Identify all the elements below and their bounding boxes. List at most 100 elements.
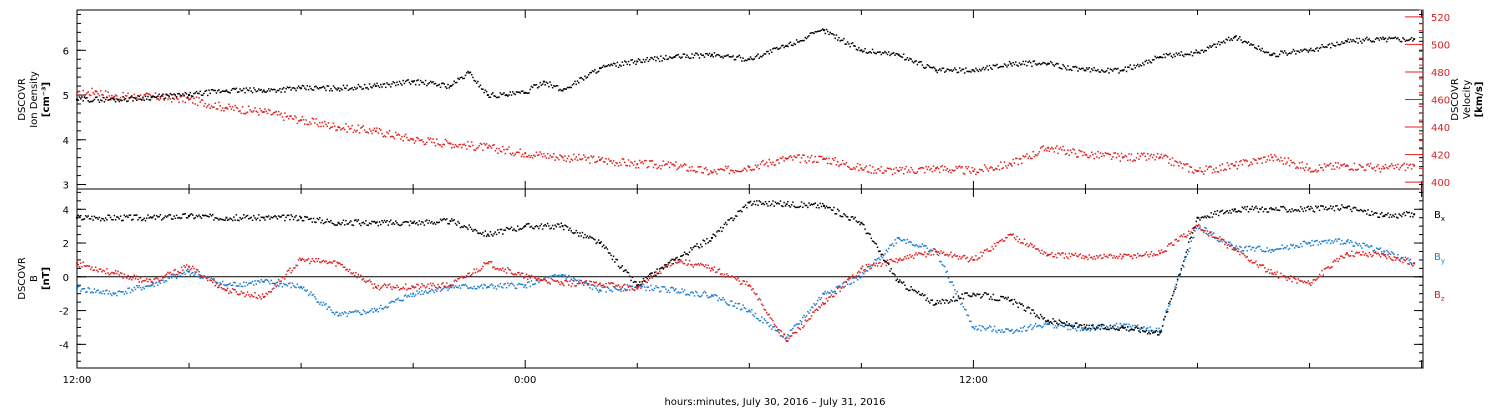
bz-sample [289, 267, 291, 270]
density-sample [305, 88, 307, 91]
density-sample [96, 96, 98, 98]
bz-sample [81, 266, 83, 268]
by-sample [742, 304, 744, 306]
by-sample [414, 294, 417, 296]
velocity-sample [889, 167, 891, 170]
density-sample [787, 45, 789, 48]
bx-sample [642, 277, 645, 280]
density-sample [911, 60, 914, 63]
velocity-sample [297, 120, 300, 122]
bz-sample [574, 285, 576, 287]
bx-sample [270, 216, 272, 219]
bz-sample [688, 259, 691, 262]
by-sample [155, 281, 158, 284]
bx-sample [109, 216, 112, 219]
bx-sample [485, 235, 488, 238]
density-sample [937, 69, 940, 72]
density-sample [736, 56, 738, 58]
density-sample [519, 92, 521, 94]
density-sample [600, 67, 602, 69]
bx-sample [454, 222, 457, 225]
bz-sample [1261, 264, 1263, 266]
by-sample [1082, 327, 1084, 329]
bz-sample [1014, 238, 1017, 241]
density-sample [312, 89, 315, 91]
bz-sample [1399, 260, 1402, 263]
by-sample [1185, 255, 1188, 258]
velocity-sample [775, 159, 778, 161]
velocity-point [1084, 153, 1087, 156]
velocity-sample [485, 143, 488, 145]
density-sample [469, 71, 472, 74]
density-sample [763, 53, 765, 55]
velocity-sample [460, 146, 463, 149]
density-sample [92, 99, 94, 102]
velocity-sample [299, 119, 301, 122]
by-sample [360, 313, 362, 316]
velocity-sample [925, 165, 927, 168]
density-sample [1402, 37, 1404, 39]
velocity-sample [507, 148, 509, 151]
density-sample [961, 68, 963, 71]
density-sample [870, 52, 873, 54]
by-sample [620, 290, 622, 293]
bz-sample [558, 281, 560, 284]
bz-sample [426, 285, 428, 288]
by-sample [489, 284, 492, 287]
bz-sample [1315, 279, 1317, 281]
bz-sample [1098, 255, 1100, 257]
bz-sample [1393, 256, 1395, 258]
velocity-sample [436, 138, 438, 141]
velocity-sample [792, 159, 794, 161]
bz-sample [294, 267, 296, 269]
velocity-sample [502, 145, 504, 148]
by-sample [1292, 243, 1295, 246]
density-sample [124, 97, 127, 100]
velocity-sample [966, 167, 968, 170]
density-sample [612, 62, 615, 65]
by-sample [907, 241, 910, 244]
by-sample [297, 286, 300, 288]
by-sample [1138, 327, 1140, 330]
by-sample [241, 285, 244, 288]
bz-sample [824, 302, 826, 305]
by-sample [983, 327, 986, 330]
density-sample [270, 88, 272, 90]
density-sample [1138, 65, 1140, 68]
velocity-point [76, 94, 78, 97]
by-sample [1028, 325, 1031, 328]
bz-sample [210, 279, 213, 282]
bx-sample [510, 226, 513, 229]
density-sample [1343, 42, 1346, 44]
velocity-sample [982, 170, 985, 173]
density-sample [488, 96, 490, 99]
bz-sample [519, 274, 521, 276]
bz-sample [1300, 280, 1302, 282]
bz-sample [296, 264, 299, 267]
bz-sample [1363, 254, 1366, 256]
density-sample [175, 96, 178, 98]
by-sample [873, 262, 875, 264]
velocity-sample [251, 111, 254, 113]
by-sample [295, 286, 297, 289]
density-sample [500, 93, 503, 96]
by-sample [317, 301, 320, 303]
bz-sample [1281, 275, 1283, 278]
density-sample [718, 54, 721, 57]
bz-sample [1333, 259, 1336, 262]
density-sample [321, 86, 324, 88]
velocity-sample [1344, 165, 1347, 168]
by-sample [160, 279, 163, 282]
density-sample [244, 91, 246, 94]
velocity-sample [91, 87, 93, 90]
velocity-sample [838, 165, 840, 167]
bz-point [449, 284, 452, 287]
bx-sample [314, 221, 316, 223]
velocity-point [1009, 163, 1012, 166]
velocity-sample [312, 118, 315, 120]
density-sample [1310, 47, 1312, 50]
velocity-sample [1305, 166, 1307, 169]
bz-sample [1097, 256, 1099, 259]
velocity-sample [871, 166, 874, 168]
velocity-sample [514, 153, 516, 155]
